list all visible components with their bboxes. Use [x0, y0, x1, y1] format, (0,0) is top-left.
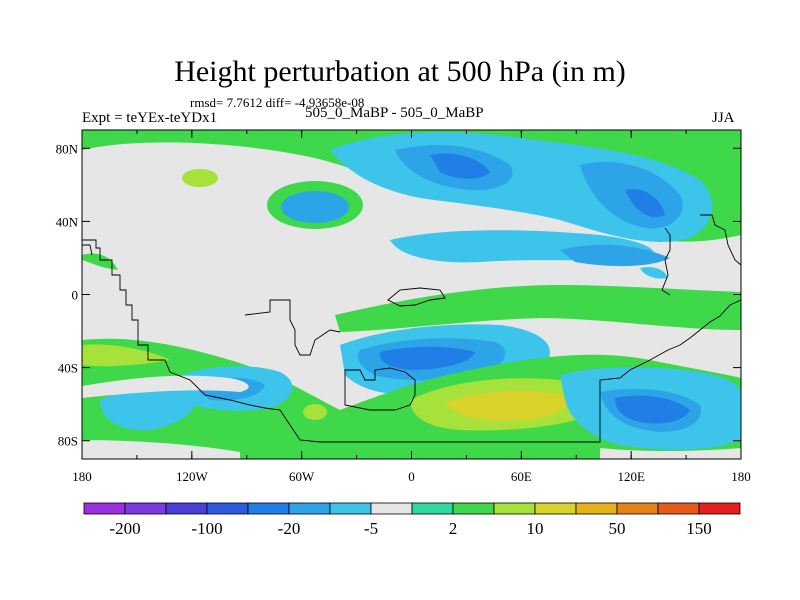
colorbar: -200 -100 -20 -5 2 10 50 150: [83, 502, 741, 538]
colorbar-swatch: [165, 502, 208, 515]
coastline-pacific-east: [700, 214, 741, 266]
y-tick-label: 80N: [56, 141, 79, 156]
contour-green-west-eq: [82, 253, 118, 270]
y-tick-label: 80S: [58, 434, 78, 449]
contour-yellow-north: [182, 169, 218, 187]
contour-yellow-south-west: [82, 344, 170, 367]
y-tick-label: 40N: [56, 214, 79, 229]
contour-blue-subtropic: [560, 244, 670, 267]
colorbar-swatch: [206, 502, 249, 515]
x-tick-label: 120W: [176, 469, 209, 484]
coastline-south-america: [244, 299, 341, 356]
colorbar-label: 50: [609, 519, 626, 538]
rmsd-stats: rmsd= 7.7612 diff= -4.93658e-08: [190, 95, 365, 110]
map-title: Height perturbation at 500 hPa (in m): [174, 55, 626, 88]
season-label: JJA: [712, 110, 735, 126]
coastline-south: [82, 239, 741, 443]
colorbar-swatch: [83, 502, 126, 515]
colorbar-label: 10: [527, 519, 544, 538]
contour-blue-center: [281, 191, 349, 223]
colorbar-swatch: [575, 502, 618, 515]
contour-green-south-mid: [320, 410, 400, 428]
colorbar-swatch: [616, 502, 659, 515]
coastline-africa-south: [344, 367, 416, 411]
x-tick-label: 0: [408, 469, 415, 484]
contour-grey-west: [105, 207, 222, 236]
colorbar-label: -100: [191, 519, 222, 538]
contour-grey-south-gap: [82, 375, 249, 398]
colorbar-swatch: [329, 502, 372, 515]
x-tick-label: 180: [72, 469, 92, 484]
contour-yellow-south: [445, 390, 569, 422]
colorbar-label: -20: [278, 519, 301, 538]
colorbar-swatch: [247, 502, 290, 515]
contour-grey-antarctic-edge: [600, 448, 741, 459]
colorbar-swatch: [411, 502, 454, 515]
axis-ticks: 180 120W 60W 0 60E 120E 180 80N 40N 0 40S 80S: [56, 130, 751, 484]
contour-blue-north-core-2: [625, 189, 665, 218]
coastlines: [82, 214, 741, 443]
colorbar-label: -5: [364, 519, 378, 538]
colorbar-swatch: [657, 502, 700, 515]
contour-grey-south-edge: [82, 440, 240, 459]
colorbar-label: 150: [686, 519, 712, 538]
colorbar-swatch: [124, 502, 167, 515]
coastline-east-asia: [661, 227, 671, 296]
colorbar-swatch: [370, 502, 413, 515]
coastline-west-edge: [82, 244, 93, 256]
contour-blue-south-core: [379, 346, 475, 370]
experiment-label: Expt = teYEx-teYDx1: [82, 110, 218, 126]
contour-field: [82, 130, 741, 459]
colorbar-swatch: [493, 502, 536, 515]
colorbar-swatch: [534, 502, 577, 515]
colorbar-label: -200: [109, 519, 140, 538]
case-label: 505_0_MaBP - 505_0_MaBP: [305, 105, 484, 121]
y-tick-label: 40S: [58, 361, 78, 376]
x-tick-label: 180: [731, 469, 751, 484]
coastline-arabia: [387, 287, 446, 307]
contour-green-tropic-south: [335, 285, 741, 332]
y-tick-label: 0: [72, 288, 79, 303]
colorbar-swatch: [698, 502, 741, 515]
colorbar-swatch: [288, 502, 331, 515]
contour-blue-south-east-core: [615, 395, 690, 424]
x-tick-label: 60E: [511, 469, 532, 484]
colorbar-label: 2: [449, 519, 458, 538]
x-tick-label: 60W: [289, 469, 315, 484]
contour-yellow-spot-south: [303, 404, 327, 420]
contour-cyan-south-west-2: [100, 388, 196, 431]
x-tick-label: 120E: [617, 469, 645, 484]
colorbar-swatch: [452, 502, 495, 515]
contour-blue-north-core: [430, 153, 490, 179]
contour-cyan-spot: [640, 267, 668, 279]
